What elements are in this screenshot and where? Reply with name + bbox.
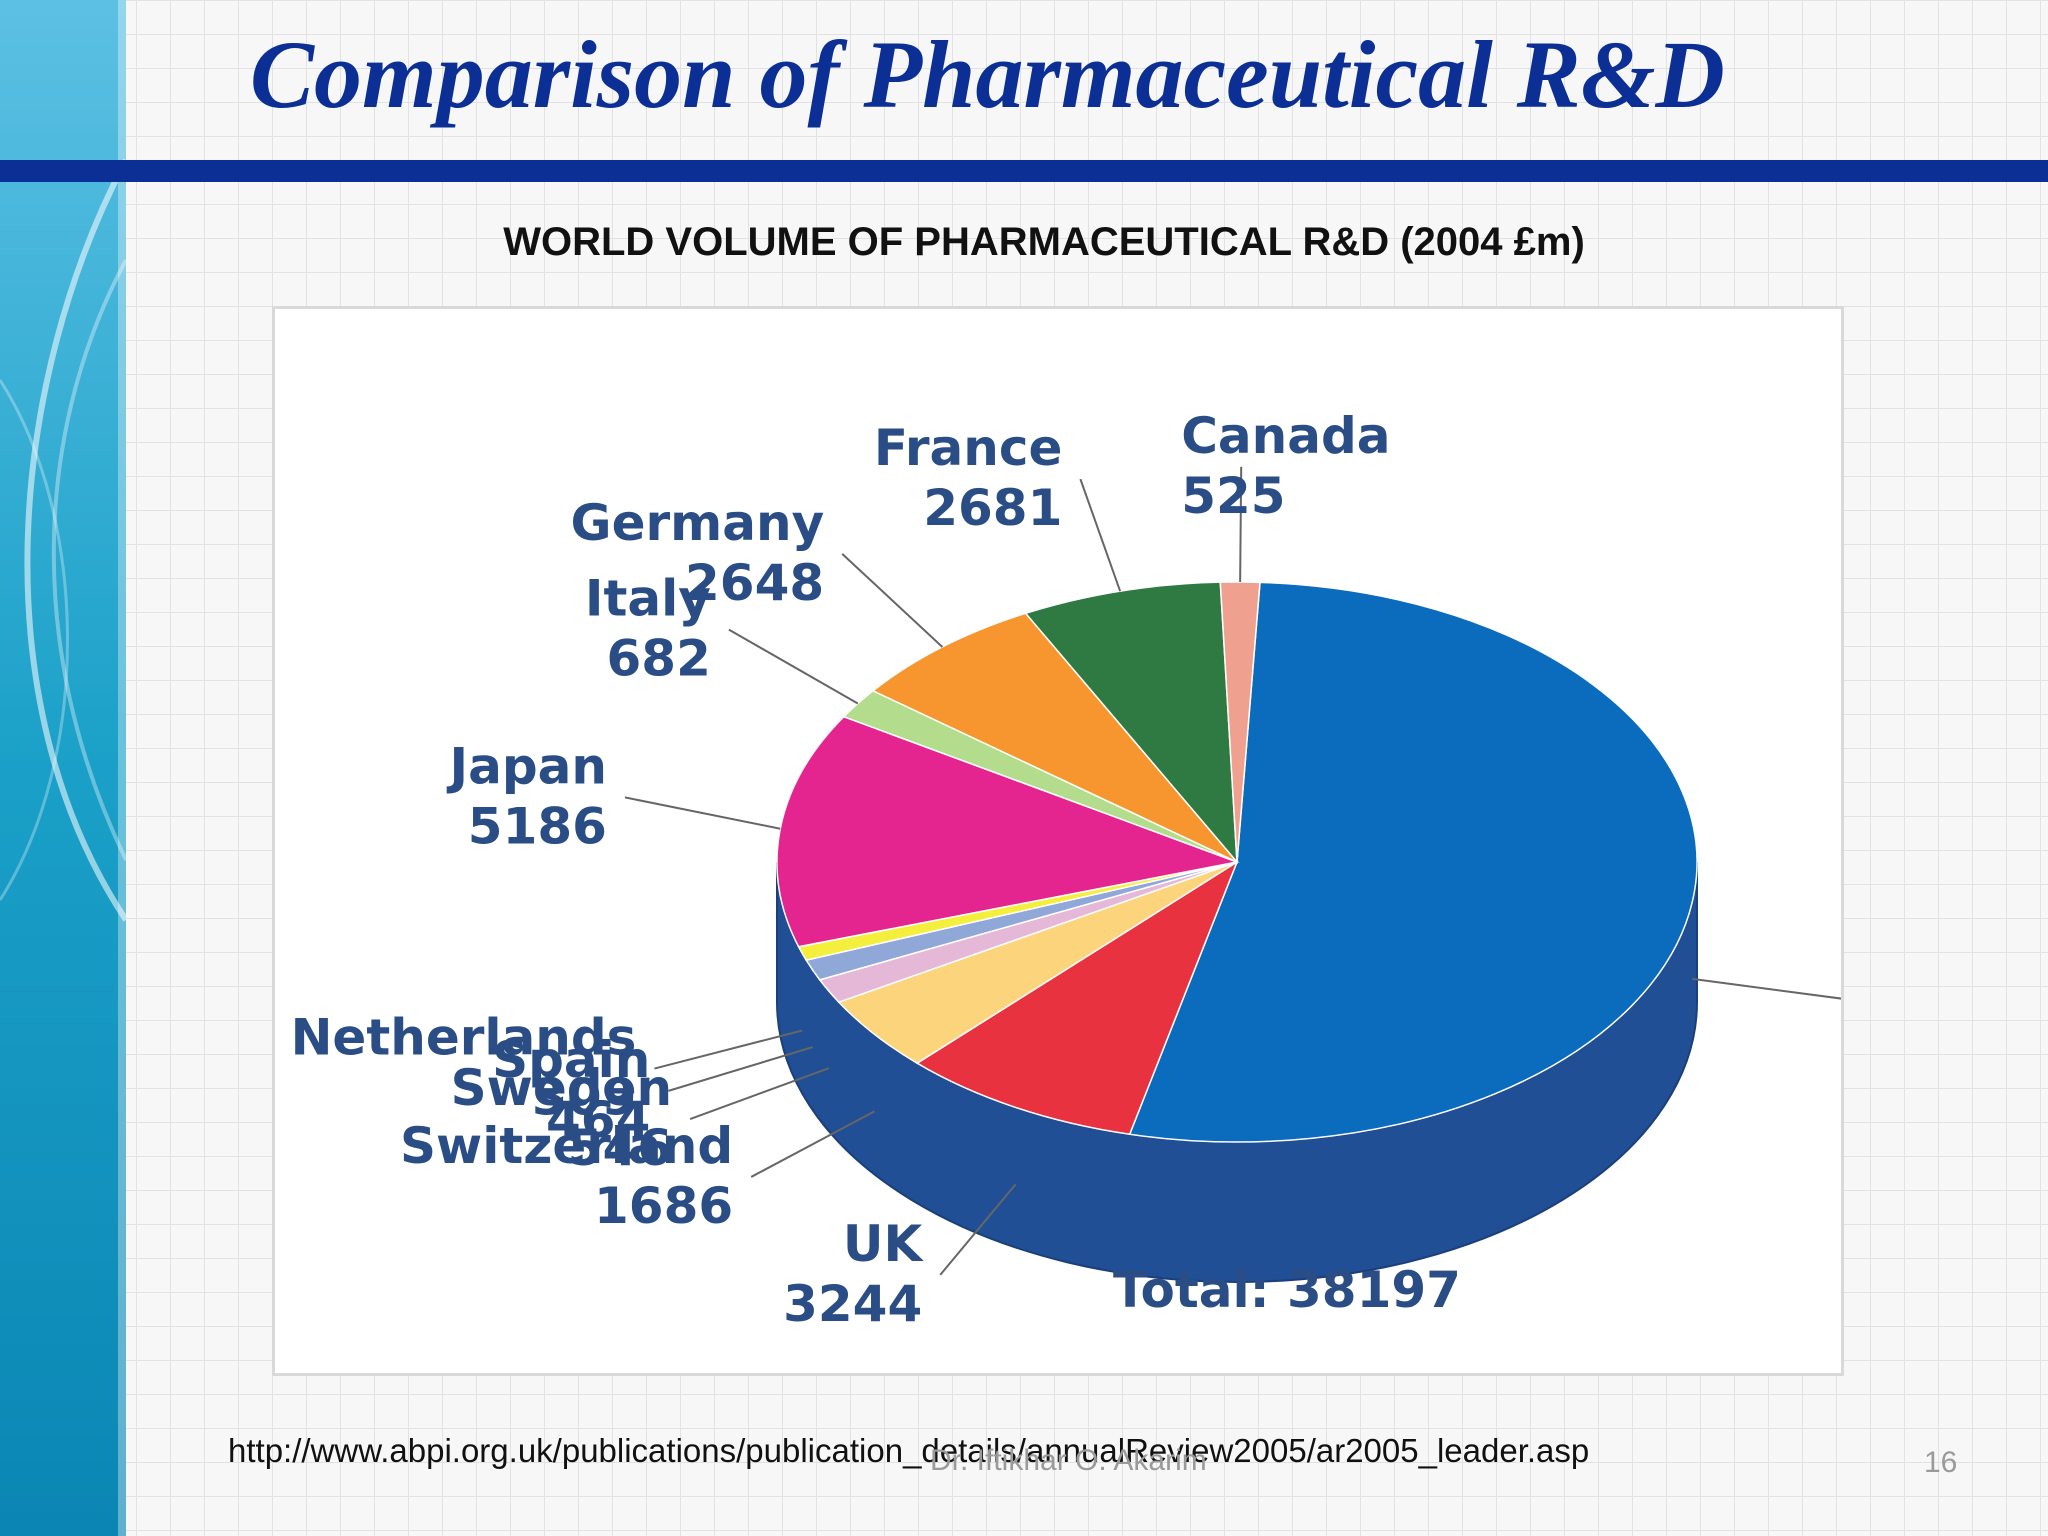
slice-label-canada: Canada <box>1181 407 1390 465</box>
pie-slice-canada <box>1219 581 1261 863</box>
leader-line-canada <box>1239 466 1243 583</box>
leader-line-sweden <box>689 1067 830 1121</box>
leader-line-france <box>1079 478 1122 592</box>
slice-label-sweden: Sweden <box>451 1059 672 1117</box>
leader-line-uk <box>939 1183 1017 1276</box>
slice-label-netherlands: Netherlands <box>291 1009 637 1067</box>
slide-number: 16 <box>1924 1446 1958 1479</box>
slice-label-spain: Spain <box>492 1031 650 1089</box>
slice-value-france: 2681 <box>923 479 1062 537</box>
slice-label-france: France <box>874 419 1063 477</box>
chart-title: WORLD VOLUME OF PHARMACEUTICAL R&D (2004… <box>503 220 1585 264</box>
slice-value-canada: 525 <box>1181 467 1285 525</box>
leader-line-spain <box>668 1046 813 1092</box>
slice-value-italy: 682 <box>606 630 710 688</box>
slice-label-japan: Japan <box>446 737 606 795</box>
slice-label-uk: UK <box>843 1215 925 1273</box>
leader-line-germany <box>841 553 944 648</box>
slice-label-germany: Germany <box>571 494 825 552</box>
slide-title: Comparison of Pharmaceutical R&D <box>250 21 1725 128</box>
slice-value-germany: 2648 <box>685 554 824 612</box>
source-link[interactable]: http://www.abpi.org.uk/publications/publ… <box>228 1432 1590 1469</box>
decorative-side-band <box>0 0 126 1536</box>
pie-chart: USA20226UK3244Switzerland1686Sweden546Sp… <box>291 407 1841 1333</box>
leader-line-netherlands <box>654 1029 803 1070</box>
slice-value-uk: 3244 <box>783 1275 922 1333</box>
slice-label-italy: Italy <box>585 570 711 628</box>
slice-value-japan: 5186 <box>468 797 607 855</box>
author-footer: Dr. Iftikhar O. Akarim <box>930 1444 1207 1477</box>
chart-total-label: Total: 38197 <box>1113 1261 1461 1319</box>
leader-line-japan <box>624 796 781 830</box>
leader-line-switzerland <box>750 1110 875 1178</box>
slice-value-switzerland: 1686 <box>594 1177 733 1235</box>
pie-slice-usa <box>1128 581 1698 1143</box>
slice-value-sweden: 546 <box>568 1119 672 1177</box>
title-rule <box>0 160 2048 182</box>
leader-line-usa <box>1692 977 1841 1000</box>
pie-slice-uk <box>915 860 1239 1136</box>
leader-line-italy <box>728 628 859 705</box>
pie-chart-panel: USA20226UK3244Switzerland1686Sweden546Sp… <box>272 306 1844 1376</box>
slice-label-switzerland: Switzerland <box>400 1117 733 1175</box>
slice-value-netherlands: 309 <box>532 1069 636 1127</box>
slice-value-spain: 464 <box>546 1091 650 1149</box>
